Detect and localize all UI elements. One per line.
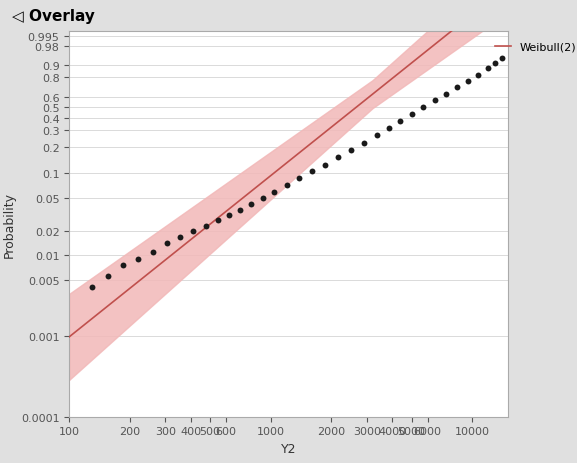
Point [201,223,210,230]
Point [463,78,473,86]
Point [258,195,267,202]
Point [134,256,143,263]
Point [246,201,256,209]
Point [359,139,369,147]
Point [188,227,197,235]
Point [333,154,342,162]
Point [269,188,279,196]
Point [452,84,462,92]
Point [162,240,171,248]
Point [294,175,304,183]
Point [224,212,234,219]
Point [474,72,483,79]
Point [418,104,428,112]
Point [320,162,329,169]
Point [103,273,112,280]
Point [430,97,439,105]
Point [213,217,222,225]
Point [60,332,69,340]
Legend: Weibull(2): Weibull(2) [490,38,577,57]
Point [441,91,451,98]
Point [384,125,394,132]
Point [235,207,244,214]
Point [372,132,381,139]
Y-axis label: Probability: Probability [2,192,16,257]
Point [148,249,158,256]
Text: ◁ Overlay: ◁ Overlay [12,9,95,24]
Point [118,262,128,269]
Point [497,55,507,63]
Point [346,147,355,154]
Point [484,65,493,73]
Point [407,111,416,118]
Point [282,182,291,189]
Point [490,61,500,68]
X-axis label: Y2: Y2 [281,442,296,455]
Point [308,169,317,176]
Point [175,233,185,241]
Point [88,284,97,292]
Point [396,118,405,125]
